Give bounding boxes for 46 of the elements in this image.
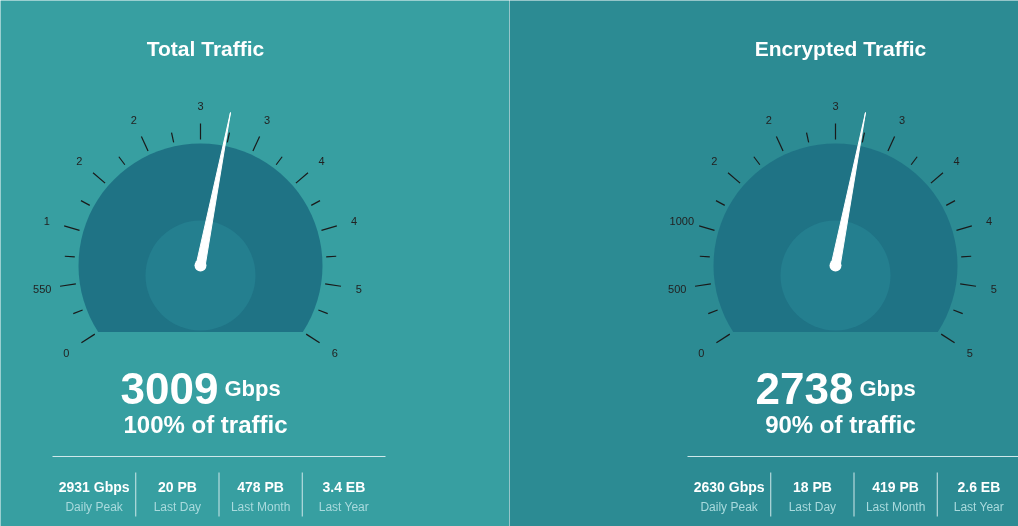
text: Last Month [230, 499, 291, 514]
text: 3 [197, 99, 204, 112]
text: 3.4 EB [322, 478, 366, 495]
text: 3 [264, 114, 271, 127]
text: Gbps [224, 376, 281, 401]
text: 5 [990, 282, 997, 295]
text: 500 [668, 282, 687, 295]
text: 3 [832, 99, 839, 112]
text: 100% of traffic [123, 411, 288, 438]
text: 4 [986, 214, 993, 227]
text: 4 [953, 154, 960, 167]
text: Daily Peak [700, 499, 759, 514]
text: Daily Peak [65, 499, 124, 514]
text: 2931 Gbps [58, 478, 130, 495]
text: 550 [33, 282, 52, 295]
text: 18 PB [792, 478, 832, 495]
text: 6 [331, 346, 338, 359]
text: Last Day [153, 499, 202, 514]
text: 478 PB [237, 478, 284, 495]
text: 2 [130, 114, 137, 127]
text: 2.6 EB [957, 478, 1001, 495]
text: 20 PB [157, 478, 197, 495]
data-label: 2738 [755, 364, 854, 413]
text: 0 [63, 346, 70, 359]
text: Total Traffic [146, 37, 265, 60]
text: 2 [765, 114, 772, 127]
text: 419 PB [872, 478, 919, 495]
text: Last Year [953, 499, 1004, 514]
text: 1000 [669, 214, 695, 227]
text: Gbps [859, 376, 916, 401]
text: 3 [899, 114, 906, 127]
text: Encrypted Traffic [754, 37, 927, 60]
text: 4 [351, 214, 358, 227]
text: 5 [966, 346, 973, 359]
data-label: 3009 [120, 364, 219, 413]
text: 2630 Gbps [693, 478, 765, 495]
text: 0 [698, 346, 705, 359]
text: 1 [43, 214, 50, 227]
text: 4 [318, 154, 325, 167]
text: 2 [711, 154, 718, 167]
text: 90% of traffic [765, 411, 916, 438]
text: 2 [76, 154, 83, 167]
text: Last Day [788, 499, 837, 514]
text: Last Month [865, 499, 926, 514]
text: 5 [355, 282, 362, 295]
text: Last Year [318, 499, 369, 514]
